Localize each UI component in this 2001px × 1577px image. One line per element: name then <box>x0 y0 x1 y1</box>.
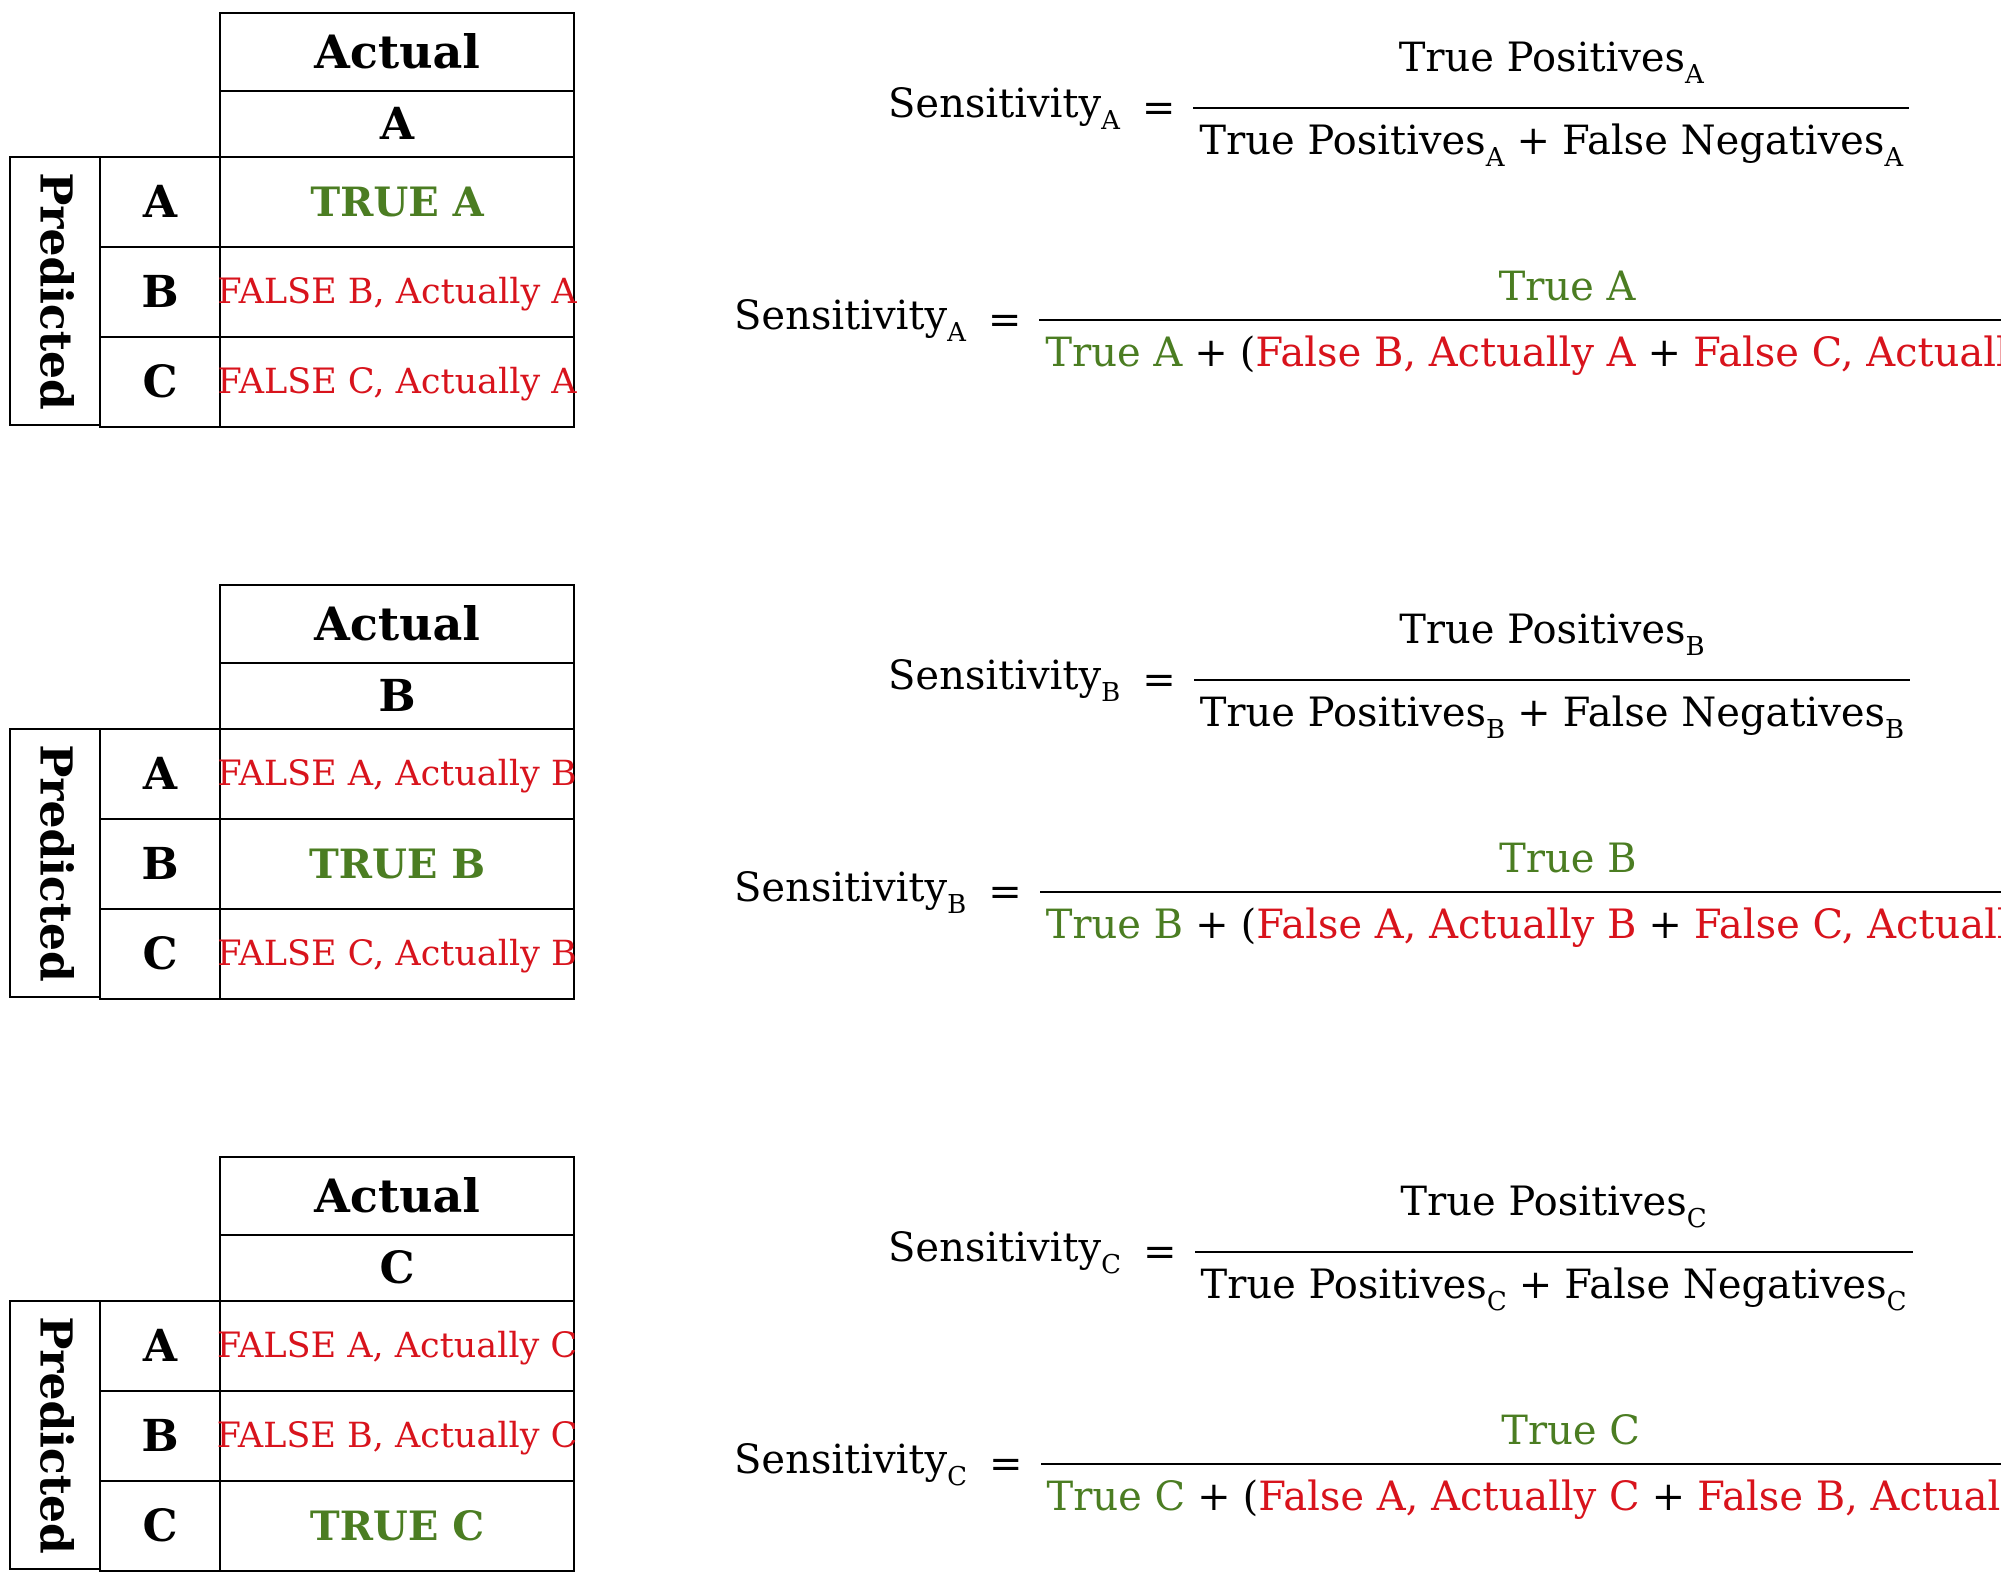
formula-lhs: SensitivityB <box>888 652 1121 708</box>
formula-lhs: SensitivityA <box>734 292 966 348</box>
actual-class-label: C <box>219 1234 575 1302</box>
numerator: True PositivesC <box>1400 1179 1707 1234</box>
actual-header: Actual <box>219 12 575 92</box>
sensitivity-formula-expanded-b: SensitivityB = True B True B + (False A, A… <box>734 831 2001 953</box>
fraction: True PositivesC True PositivesC + False Ne… <box>1194 1174 1913 1330</box>
denominator: True PositivesC + False NegativesC <box>1194 1251 1913 1330</box>
row-label-b: B <box>99 1390 221 1482</box>
sensitivity-block-a: Actual A Predicted A TRUE A B FALSE B, A… <box>0 0 2001 430</box>
numerator: True A <box>1498 264 1636 310</box>
equals-sign: = <box>1143 1229 1177 1275</box>
numerator: True C <box>1501 1408 1640 1454</box>
fraction: True A True A + (False B, Actually A + False… <box>1039 259 2001 381</box>
row-label-c: C <box>99 908 221 1000</box>
row-label-a: A <box>99 728 221 820</box>
row-label-c: C <box>99 1480 221 1572</box>
denominator: True PositivesB + False NegativesB <box>1193 679 1911 758</box>
actual-class-label: A <box>219 90 575 158</box>
false-cell: FALSE B, Actually A <box>217 246 577 338</box>
denominator: True PositivesA + False NegativesA <box>1193 107 1910 186</box>
numerator: True B <box>1499 836 1637 882</box>
confusion-table-c: Actual C Predicted A FALSE A, Actually C… <box>0 1144 580 1574</box>
sensitivity-formula-expanded-c: SensitivityC = True C True C + (False A, A… <box>734 1403 2001 1525</box>
formula-lhs: SensitivityC <box>888 1224 1121 1280</box>
row-label-c: C <box>99 336 221 428</box>
numerator: True PositivesB <box>1399 607 1705 662</box>
fraction: True PositivesA True PositivesA + False Ne… <box>1193 30 1910 186</box>
equals-sign: = <box>1141 85 1176 131</box>
predicted-label: Predicted <box>29 1316 81 1554</box>
false-cell: FALSE A, Actually C <box>217 1300 577 1392</box>
fraction: True C True C + (False A, Actually C + False… <box>1040 1403 2001 1525</box>
actual-header: Actual <box>219 584 575 664</box>
formula-lhs: SensitivityC <box>734 1436 967 1492</box>
denominator: True A + (False B, Actually A + False C, Act… <box>1039 319 2001 381</box>
numerator: True PositivesA <box>1398 35 1704 90</box>
formula-lhs: SensitivityA <box>888 80 1120 136</box>
actual-header: Actual <box>219 1156 575 1236</box>
sensitivity-block-c: Actual C Predicted A FALSE A, Actually C… <box>0 1144 2001 1574</box>
denominator: True C + (False A, Actually C + False B, Act… <box>1040 1463 2001 1525</box>
true-cell: TRUE B <box>219 818 575 910</box>
false-cell: FALSE B, Actually C <box>217 1390 577 1482</box>
true-cell: TRUE A <box>219 156 575 248</box>
confusion-table-a: Actual A Predicted A TRUE A B FALSE B, A… <box>0 0 580 430</box>
equals-sign: = <box>989 1441 1023 1487</box>
sensitivity-formula-general-a: SensitivityA = True PositivesA True Posi… <box>888 30 1910 186</box>
sensitivity-formula-expanded-a: SensitivityA = True A True A + (False B, A… <box>734 259 2001 381</box>
denominator: True B + (False A, Actually B + False C, Act… <box>1039 891 2001 953</box>
formula-lhs: SensitivityB <box>734 864 967 920</box>
row-label-a: A <box>99 156 221 248</box>
sensitivity-block-b: Actual B Predicted A FALSE A, Actually B… <box>0 572 2001 1002</box>
sensitivity-formula-general-b: SensitivityB = True PositivesB True Posi… <box>888 602 1911 758</box>
false-cell: FALSE C, Actually B <box>217 908 577 1000</box>
row-label-b: B <box>99 818 221 910</box>
row-label-a: A <box>99 1300 221 1392</box>
row-label-b: B <box>99 246 221 338</box>
equals-sign: = <box>988 869 1022 915</box>
false-cell: FALSE A, Actually B <box>217 728 577 820</box>
fraction: True PositivesB True PositivesB + False Ne… <box>1193 602 1911 758</box>
predicted-label: Predicted <box>29 744 81 982</box>
predicted-label: Predicted <box>29 172 81 410</box>
equals-sign: = <box>987 297 1022 343</box>
true-cell: TRUE C <box>219 1480 575 1572</box>
confusion-table-b: Actual B Predicted A FALSE A, Actually B… <box>0 572 580 1002</box>
actual-class-label: B <box>219 662 575 730</box>
fraction: True B True B + (False A, Actually B + False… <box>1039 831 2001 953</box>
sensitivity-formula-general-c: SensitivityC = True PositivesC True Posi… <box>888 1174 1913 1330</box>
false-cell: FALSE C, Actually A <box>217 336 577 428</box>
equals-sign: = <box>1142 657 1176 703</box>
